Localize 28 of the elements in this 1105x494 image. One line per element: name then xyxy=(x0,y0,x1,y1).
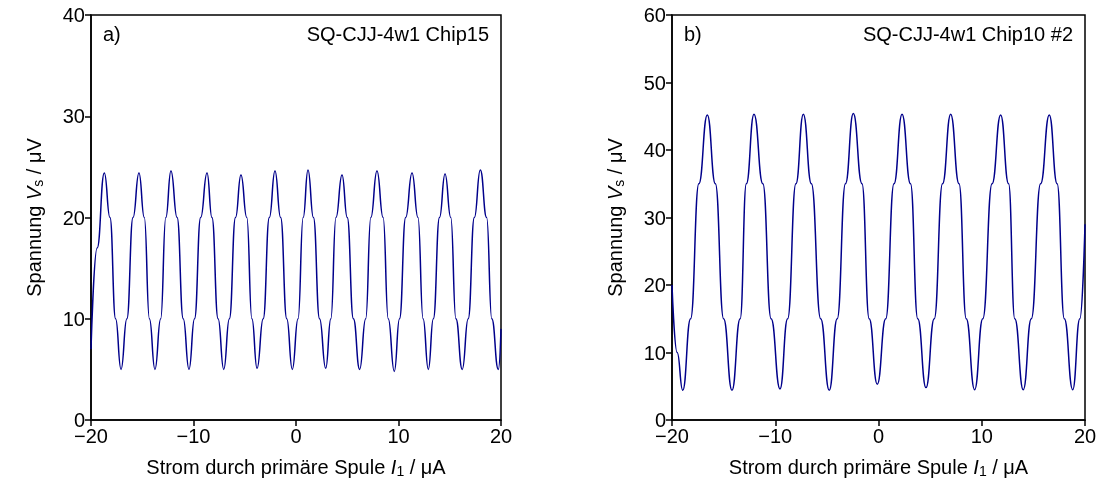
y-tick-label: 30 xyxy=(62,105,85,128)
y-tick-label: 50 xyxy=(643,71,666,94)
x-tick-label: 20 xyxy=(1073,425,1097,447)
y-axis-title: Spannung Vs / μV xyxy=(604,137,627,297)
y-tick-label: 20 xyxy=(62,206,85,229)
y-tick-label: 30 xyxy=(643,206,666,229)
y-tick-label: 0 xyxy=(654,409,666,431)
y-axis-title: Spannung Vs / μV xyxy=(23,137,46,297)
x-tick-label: 10 xyxy=(970,425,993,447)
x-tick-label: 20 xyxy=(489,425,513,447)
line-series xyxy=(671,112,1086,392)
line-series xyxy=(90,169,502,373)
x-tick-label: 0 xyxy=(290,425,302,447)
annotation: SQ-CJJ-4w1 Chip15 xyxy=(306,23,490,45)
x-tick-label: −10 xyxy=(758,425,793,447)
y-tick-label: 20 xyxy=(643,274,666,296)
y-tick-label: 40 xyxy=(62,4,85,26)
y-tick-label: 0 xyxy=(73,409,85,431)
annotation: a) xyxy=(103,23,121,45)
y-tick-label: 10 xyxy=(62,307,85,330)
y-tick-label: 40 xyxy=(643,139,666,161)
x-tick-label: −10 xyxy=(176,425,211,447)
y-tick-label: 60 xyxy=(643,4,666,26)
x-tick-label: 0 xyxy=(872,425,885,447)
annotation: b) xyxy=(684,23,702,45)
y-tick-label: 10 xyxy=(643,341,666,364)
x-tick-label: 10 xyxy=(387,425,410,447)
annotation: SQ-CJJ-4w1 Chip10 #2 xyxy=(862,23,1074,45)
